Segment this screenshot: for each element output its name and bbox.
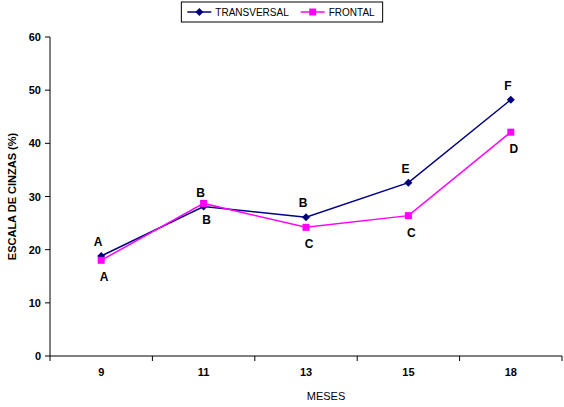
y-tick-label: 40: [29, 137, 41, 149]
y-tick: [45, 356, 50, 357]
annotation: B: [299, 196, 308, 210]
y-axis-label: ESCALA DE CINZAS (%): [6, 133, 18, 261]
x-tick-label: 9: [98, 366, 104, 378]
series-line: [101, 132, 511, 260]
point: [405, 212, 412, 219]
point: [303, 224, 310, 231]
annotation: B: [202, 213, 211, 227]
legend: TRANSVERSAL FRONTAL: [181, 2, 382, 22]
x-axis-label: MESES: [307, 390, 346, 402]
x-tick: [254, 356, 255, 361]
point: [507, 129, 514, 136]
y-tick-label: 0: [35, 350, 41, 362]
y-tick: [45, 196, 50, 197]
x-tick: [562, 356, 563, 361]
legend-box: [181, 2, 382, 22]
y-tick-label: 30: [29, 191, 41, 203]
legend-label: TRANSVERSAL: [215, 7, 289, 18]
point: [98, 257, 105, 264]
y-tick: [45, 37, 50, 38]
y-tick: [45, 249, 50, 250]
x-tick-label: 18: [505, 366, 517, 378]
annotation: E: [401, 162, 409, 176]
chart: 0 10 20 30 40 50 60 9 11 13 15 18 MESES ESCALA DE CIN…: [0, 0, 564, 407]
annotation: A: [100, 270, 109, 284]
legend-marker: [309, 9, 316, 16]
annotation: C: [407, 226, 416, 240]
x-tick-label: 11: [198, 366, 210, 378]
y-tick-label: 50: [29, 84, 41, 96]
legend-label: FRONTAL: [329, 7, 375, 18]
annotation: A: [94, 235, 103, 249]
plot-area: [97, 96, 515, 264]
annotation: C: [305, 237, 314, 251]
y-tick-label: 20: [29, 244, 41, 256]
y-tick: [45, 302, 50, 303]
point: [507, 96, 515, 104]
point: [200, 200, 207, 207]
point: [302, 213, 310, 221]
x-tick: [357, 356, 358, 361]
y-tick: [45, 90, 50, 91]
x-tick-label: 13: [300, 366, 312, 378]
annotation: D: [509, 142, 518, 156]
x-tick: [50, 356, 51, 361]
y-tick: [45, 143, 50, 144]
x-tick: [459, 356, 460, 361]
annotation: B: [196, 186, 205, 200]
x-tick: [152, 356, 153, 361]
point: [404, 179, 412, 187]
x-tick-label: 15: [402, 366, 414, 378]
series-line: [101, 100, 511, 256]
legend-marker: [195, 8, 203, 16]
y-tick-label: 10: [29, 297, 41, 309]
annotation: F: [504, 79, 511, 93]
x-axis: [50, 356, 562, 357]
y-tick-label: 60: [29, 31, 41, 43]
